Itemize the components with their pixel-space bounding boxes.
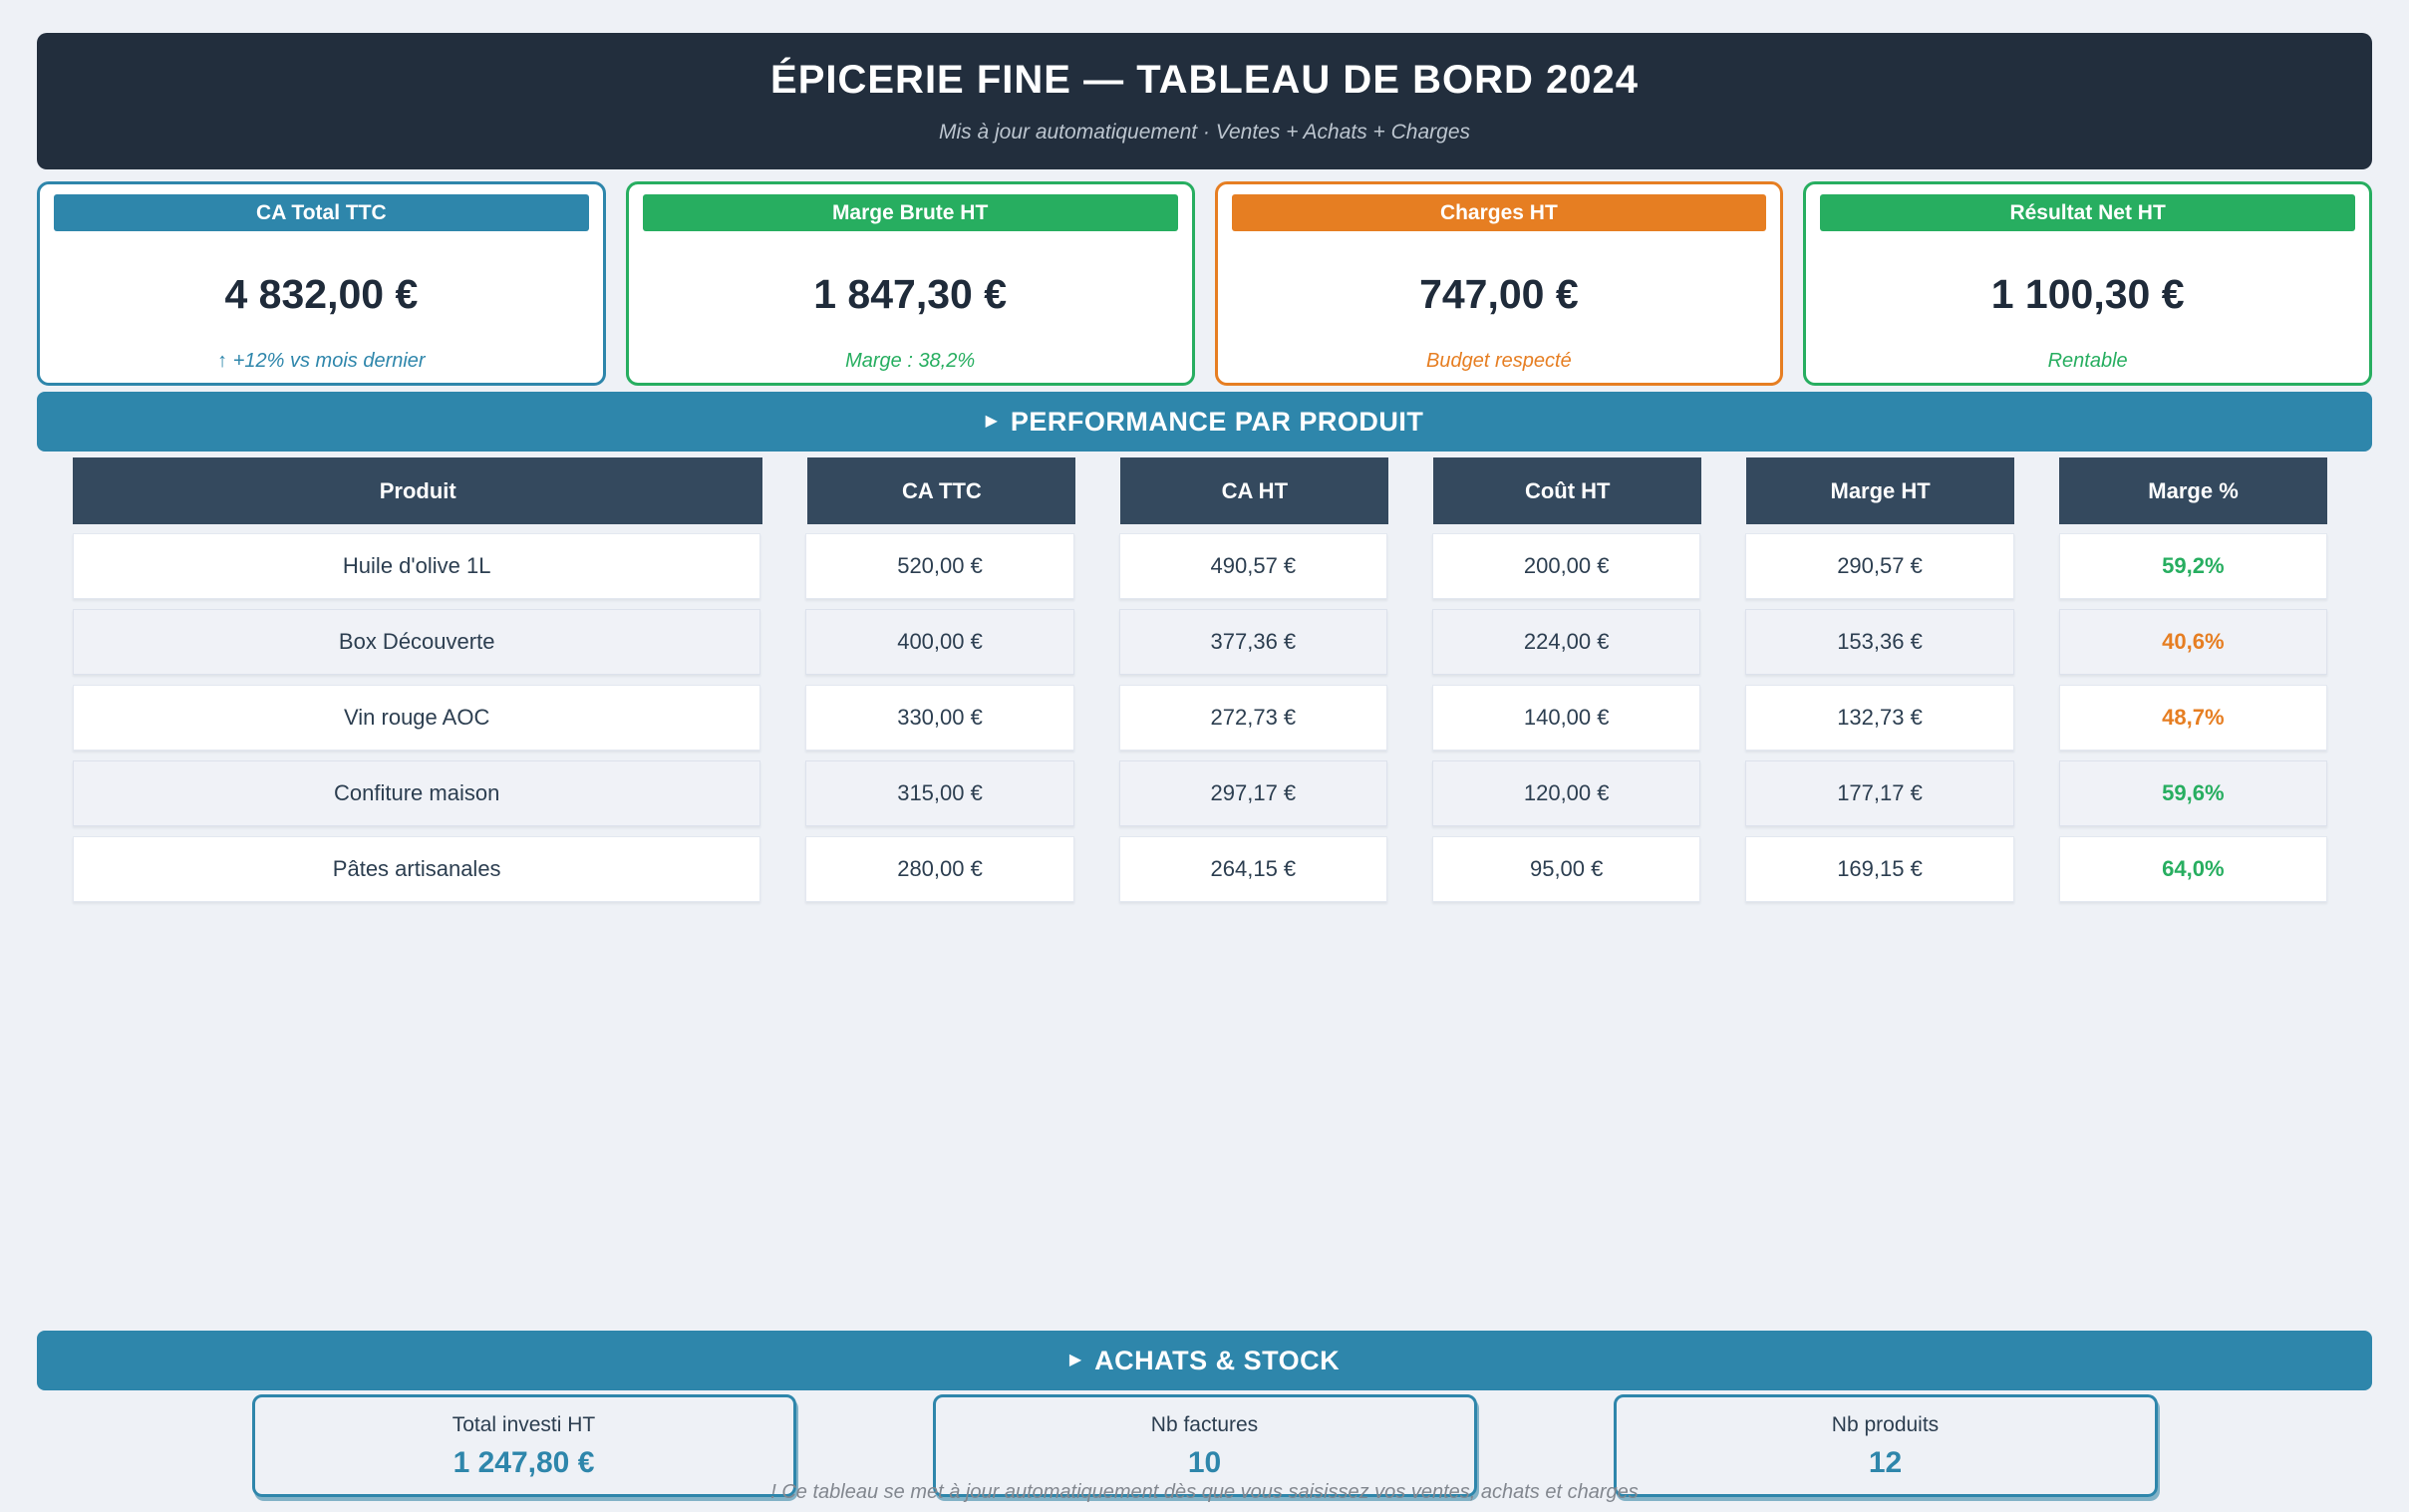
kpi-card-ca-total: CA Total TTC 4 832,00 € ↑ +12% vs mois d… [37, 181, 606, 386]
cell-marge-ht: 290,57 € [1745, 533, 2014, 599]
cell-marge-pct: 64,0% [2058, 836, 2327, 902]
cell-marge-pct: 59,2% [2058, 533, 2327, 599]
kpi-label: Marge Brute HT [642, 194, 1178, 231]
cell-ca-ht: 264,15 € [1118, 836, 1388, 902]
kpi-label: Résultat Net HT [1820, 194, 2355, 231]
stat-value: 12 [1868, 1446, 1903, 1479]
kpi-value: 1 100,30 € [1990, 271, 2185, 317]
collapse-arrow-icon: ▶ [985, 413, 998, 430]
cell-cout-ht: 224,00 € [1432, 609, 1701, 675]
cell-ca-ht: 297,17 € [1118, 760, 1388, 826]
kpi-note: ↑ +12% vs mois dernier [217, 350, 426, 372]
cell-produit: Confiture maison [73, 760, 761, 826]
kpi-value: 747,00 € [1419, 271, 1579, 317]
cell-marge-ht: 132,73 € [1745, 685, 2014, 751]
kpi-card-charges: Charges HT 747,00 € Budget respecté [1214, 181, 1784, 386]
cell-cout-ht: 95,00 € [1432, 836, 1701, 902]
section-title: PERFORMANCE PAR PRODUIT [1010, 406, 1424, 437]
empty-area [37, 912, 2372, 1325]
table-row: Vin rouge AOC 330,00 € 272,73 € 140,00 €… [73, 685, 2327, 751]
section-header-performance[interactable]: ▶ PERFORMANCE PAR PRODUIT [37, 392, 2372, 452]
column-header-cout-ht: Coût HT [1433, 457, 1702, 524]
cell-ca-ttc: 400,00 € [805, 609, 1074, 675]
stat-card-total-investi: Total investi HT 1 247,80 € [251, 1394, 796, 1497]
kpi-card-marge-brute: Marge Brute HT 1 847,30 € Marge : 38,2% [625, 181, 1195, 386]
table-row: Box Découverte 400,00 € 377,36 € 224,00 … [73, 609, 2327, 675]
cell-marge-pct: 59,6% [2058, 760, 2327, 826]
dashboard-header: ÉPICERIE FINE — TABLEAU DE BORD 2024 Mis… [37, 33, 2372, 169]
section-title: ACHATS & STOCK [1094, 1345, 1341, 1375]
table-row: Huile d'olive 1L 520,00 € 490,57 € 200,0… [73, 533, 2327, 599]
kpi-note: Marge : 38,2% [845, 350, 976, 372]
stat-card-nb-factures: Nb factures 10 [932, 1394, 1477, 1497]
table-row: Confiture maison 315,00 € 297,17 € 120,0… [73, 760, 2327, 826]
kpi-note: Rentable [2047, 350, 2128, 372]
stat-value: 1 247,80 € [452, 1446, 595, 1479]
auto-update-note: ! Ce tableau se met à jour automatiqueme… [770, 1481, 1639, 1503]
cell-marge-ht: 177,17 € [1745, 760, 2014, 826]
kpi-note: Budget respecté [1426, 350, 1572, 372]
kpi-label: CA Total TTC [54, 194, 589, 231]
section-header-achats-stock[interactable]: ▶ ACHATS & STOCK [37, 1331, 2372, 1390]
kpi-value: 4 832,00 € [224, 271, 419, 317]
stat-label: Nb factures [1150, 1413, 1259, 1436]
column-header-ca-ht: CA HT [1120, 457, 1389, 524]
stat-card-nb-produits: Nb produits 12 [1613, 1394, 2158, 1497]
cell-ca-ttc: 330,00 € [805, 685, 1074, 751]
stat-label: Total investi HT [452, 1413, 596, 1436]
kpi-row: CA Total TTC 4 832,00 € ↑ +12% vs mois d… [37, 181, 2372, 386]
kpi-card-resultat-net: Résultat Net HT 1 100,30 € Rentable [1803, 181, 2372, 386]
cell-marge-ht: 153,36 € [1745, 609, 2014, 675]
cell-ca-ht: 490,57 € [1118, 533, 1388, 599]
column-header-ca-ttc: CA TTC [807, 457, 1076, 524]
kpi-label: Charges HT [1231, 194, 1767, 231]
cell-produit: Box Découverte [73, 609, 761, 675]
cell-marge-ht: 169,15 € [1745, 836, 2014, 902]
page-subtitle: Mis à jour automatiquement · Ventes + Ac… [938, 121, 1471, 144]
cell-produit: Huile d'olive 1L [73, 533, 761, 599]
cell-cout-ht: 200,00 € [1432, 533, 1701, 599]
page-title: ÉPICERIE FINE — TABLEAU DE BORD 2024 [770, 58, 1639, 102]
collapse-arrow-icon: ▶ [1068, 1352, 1082, 1368]
table-row: Pâtes artisanales 280,00 € 264,15 € 95,0… [73, 836, 2327, 902]
table-header-row: Produit CA TTC CA HT Coût HT Marge HT Ma… [73, 457, 2327, 524]
cell-produit: Vin rouge AOC [73, 685, 761, 751]
column-header-marge-pct: Marge % [2059, 457, 2327, 524]
cell-ca-ht: 377,36 € [1118, 609, 1388, 675]
cell-ca-ttc: 520,00 € [805, 533, 1074, 599]
cell-ca-ttc: 315,00 € [805, 760, 1074, 826]
cell-produit: Pâtes artisanales [73, 836, 761, 902]
cell-cout-ht: 120,00 € [1432, 760, 1701, 826]
stats-row: Total investi HT 1 247,80 € Nb factures … [37, 1394, 2372, 1497]
kpi-value: 1 847,30 € [813, 271, 1008, 317]
stat-value: 10 [1187, 1446, 1222, 1479]
column-header-produit: Produit [73, 457, 763, 524]
cell-marge-pct: 40,6% [2058, 609, 2327, 675]
cell-cout-ht: 140,00 € [1432, 685, 1701, 751]
product-table: Produit CA TTC CA HT Coût HT Marge HT Ma… [73, 457, 2327, 902]
cell-marge-pct: 48,7% [2058, 685, 2327, 751]
column-header-marge-ht: Marge HT [1746, 457, 2015, 524]
cell-ca-ttc: 280,00 € [805, 836, 1074, 902]
cell-ca-ht: 272,73 € [1118, 685, 1388, 751]
stat-label: Nb produits [1831, 1413, 1940, 1436]
